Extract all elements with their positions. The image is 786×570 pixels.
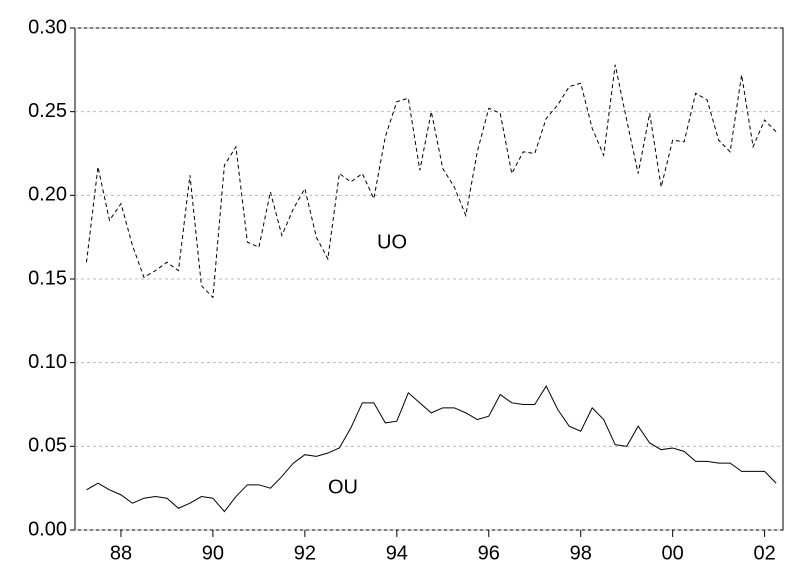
series-line (86, 385, 777, 513)
y-tick-label: 0.25 (28, 100, 67, 122)
y-tick-label: 0.00 (28, 518, 67, 540)
x-tick-label: 96 (478, 542, 500, 564)
x-tick-label: 02 (753, 542, 775, 564)
y-tick-label: 0.15 (28, 267, 67, 289)
x-tick-label: 90 (202, 542, 224, 564)
y-tick-label: 0.20 (28, 184, 67, 206)
x-tick-label: 94 (386, 542, 408, 564)
x-tick-label: 98 (570, 542, 592, 564)
series-label: OU (328, 476, 358, 498)
series-label: UO (377, 231, 407, 253)
y-tick-label: 0.10 (28, 351, 67, 373)
x-tick-label: 00 (662, 542, 684, 564)
y-tick-label: 0.30 (28, 16, 67, 38)
y-tick-label: 0.05 (28, 435, 67, 457)
x-tick-label: 88 (110, 542, 132, 564)
x-tick-label: 92 (294, 542, 316, 564)
series-line (85, 64, 777, 299)
